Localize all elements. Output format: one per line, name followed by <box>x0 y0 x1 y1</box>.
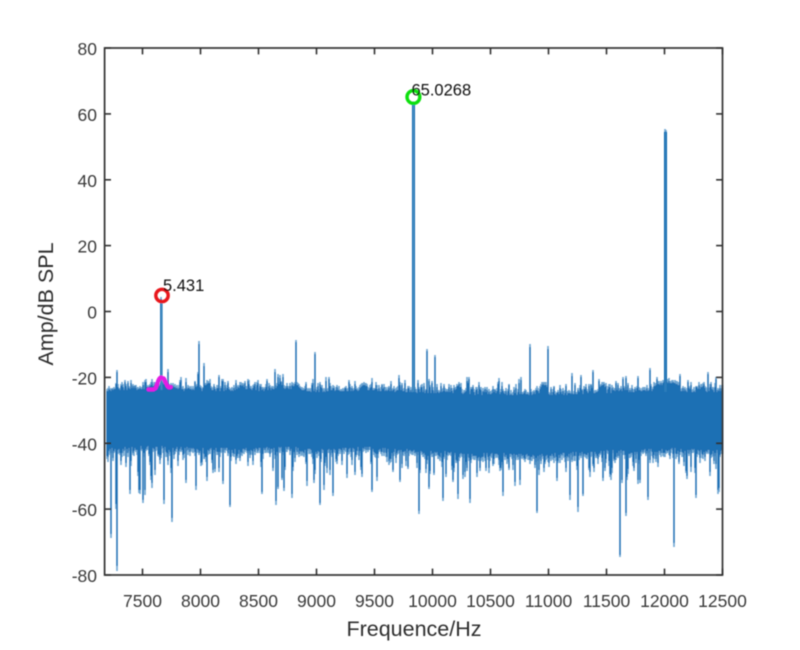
svg-text:12000: 12000 <box>640 591 689 611</box>
svg-text:-80: -80 <box>72 566 98 586</box>
svg-text:60: 60 <box>78 105 98 125</box>
svg-text:12500: 12500 <box>698 591 747 611</box>
svg-text:-60: -60 <box>72 500 98 520</box>
svg-text:8500: 8500 <box>239 591 278 611</box>
svg-text:9000: 9000 <box>297 591 336 611</box>
svg-text:-20: -20 <box>72 368 98 388</box>
svg-text:0: 0 <box>87 303 97 323</box>
svg-text:65.0268: 65.0268 <box>412 82 472 100</box>
svg-text:8000: 8000 <box>181 591 220 611</box>
svg-text:Amp/dB SPL: Amp/dB SPL <box>34 242 58 365</box>
svg-text:9500: 9500 <box>355 591 394 611</box>
svg-text:5.431: 5.431 <box>163 277 204 295</box>
svg-text:11500: 11500 <box>583 591 631 611</box>
svg-text:40: 40 <box>78 171 98 191</box>
svg-text:20: 20 <box>78 237 98 257</box>
svg-text:-40: -40 <box>72 434 98 454</box>
svg-text:Frequence/Hz: Frequence/Hz <box>346 617 481 641</box>
svg-text:11000: 11000 <box>525 591 573 611</box>
svg-text:80: 80 <box>78 39 98 59</box>
svg-text:10000: 10000 <box>408 591 457 611</box>
svg-text:10500: 10500 <box>466 591 515 611</box>
svg-text:7500: 7500 <box>123 591 162 611</box>
